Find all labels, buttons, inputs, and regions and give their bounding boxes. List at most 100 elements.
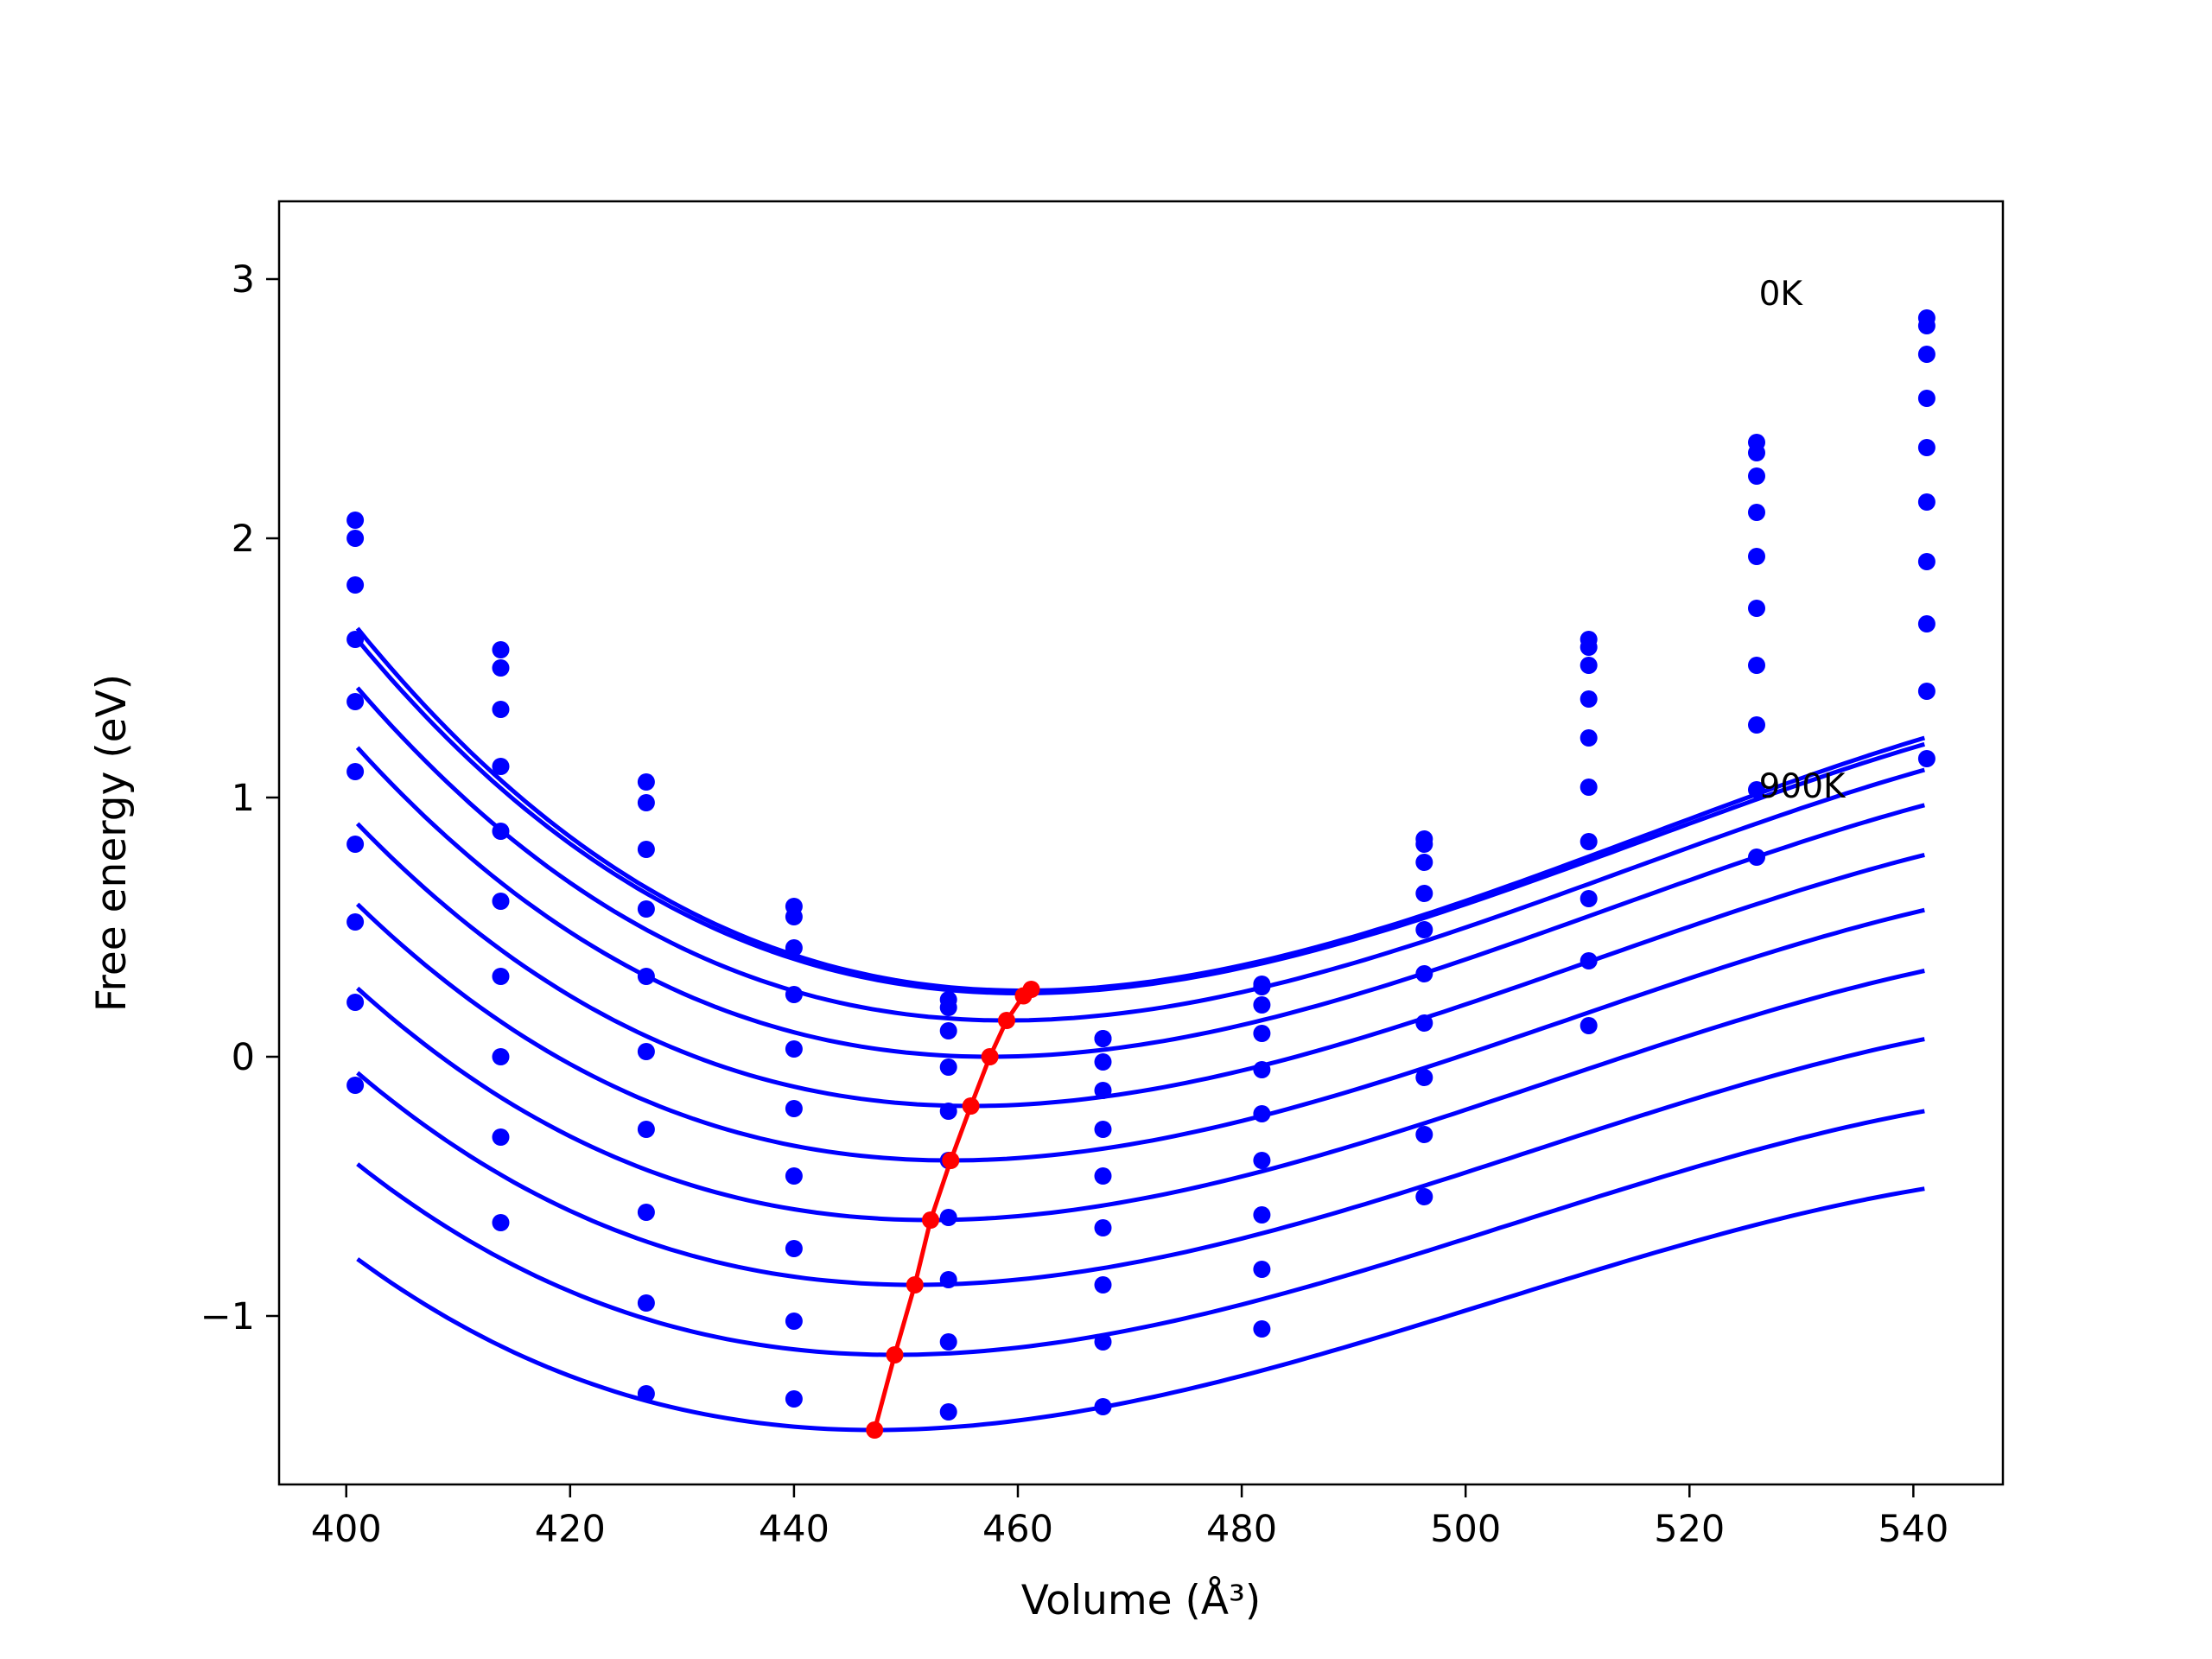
data-point: [785, 939, 803, 957]
data-point: [1748, 504, 1765, 521]
data-point: [1917, 553, 1936, 570]
data-point: [1748, 548, 1765, 565]
data-point: [346, 1077, 365, 1094]
data-point: [1415, 854, 1433, 871]
plot-frame: [277, 200, 2005, 1486]
data-point: [1580, 657, 1598, 674]
x-tick-label: 400: [311, 1508, 382, 1551]
data-point: [1253, 996, 1271, 1014]
data-point: [492, 823, 510, 840]
data-point: [1094, 1276, 1112, 1294]
data-point: [1415, 965, 1433, 982]
data-point: [637, 841, 655, 858]
data-point: [492, 1048, 510, 1065]
data-point: [1580, 779, 1598, 796]
data-point: [1253, 1025, 1271, 1042]
data-point: [492, 758, 510, 775]
data-point: [1094, 1219, 1112, 1236]
fit-curves: [355, 626, 1926, 1433]
fit-curve-2: [355, 686, 1925, 1023]
data-point: [1917, 390, 1936, 407]
data-point: [1580, 833, 1598, 850]
data-point: [637, 1121, 655, 1138]
data-point: [492, 1214, 510, 1231]
data-point: [346, 994, 365, 1011]
minimum-point: [866, 1421, 884, 1439]
data-point: [1917, 750, 1936, 767]
data-point: [1253, 1261, 1271, 1278]
data-point: [346, 763, 365, 780]
data-point: [1917, 346, 1936, 363]
data-point: [1094, 1053, 1112, 1071]
data-point: [1748, 849, 1765, 866]
data-point: [1415, 921, 1433, 938]
minimum-line: [872, 988, 1033, 1431]
data-point: [1094, 1082, 1112, 1099]
fit-curve-5: [355, 902, 1925, 1163]
annotation-label: 0K: [1759, 275, 1804, 314]
data-point: [939, 1271, 957, 1288]
data-point: [637, 773, 655, 791]
data-point: [1917, 493, 1936, 511]
y-tick-label: 0: [232, 1036, 255, 1079]
y-tick-label: −1: [200, 1295, 255, 1338]
minimum-point: [981, 1048, 999, 1065]
data-points: [346, 309, 1936, 1421]
fit-curve-3: [355, 746, 1925, 1059]
fit-curve-9: [356, 1186, 1925, 1433]
data-point: [1253, 1320, 1271, 1338]
data-point: [637, 1204, 655, 1221]
data-point: [492, 641, 510, 658]
data-point: [637, 968, 655, 985]
data-point: [346, 530, 365, 547]
minimum-point: [962, 1097, 980, 1115]
data-point: [1917, 439, 1936, 456]
minimum-point: [1014, 987, 1033, 1005]
fit-curve-4: [355, 822, 1925, 1109]
data-point: [939, 1209, 957, 1226]
data-point: [1094, 1333, 1112, 1351]
x-tick-label: 500: [1430, 1508, 1501, 1551]
data-point: [1415, 836, 1433, 853]
data-point: [785, 1390, 803, 1408]
data-point: [1580, 639, 1598, 656]
data-point: [785, 1240, 803, 1257]
data-point: [1253, 1206, 1271, 1224]
x-tick-label: 540: [1878, 1508, 1948, 1551]
data-point: [637, 1043, 655, 1060]
data-point: [1917, 317, 1936, 334]
data-point: [939, 999, 957, 1016]
data-point: [1415, 885, 1433, 902]
minimum-point: [998, 1012, 1015, 1029]
data-point: [346, 913, 365, 931]
data-point: [1094, 1121, 1112, 1138]
data-point: [1580, 1017, 1598, 1034]
y-tick-label: 1: [232, 777, 255, 820]
data-point: [492, 968, 510, 985]
data-point: [1253, 1105, 1271, 1122]
y-tick-label: 2: [232, 518, 255, 561]
data-point: [1748, 600, 1765, 617]
data-point: [785, 1100, 803, 1117]
data-point: [1094, 1030, 1112, 1047]
annotations: 0K 900K: [1759, 275, 1847, 806]
x-axis-ticks: 400 420 440 460 480 500 520 540: [311, 1484, 1948, 1551]
minimum-point: [886, 1346, 904, 1363]
data-point: [1094, 1398, 1112, 1415]
data-point: [346, 512, 365, 529]
minimum-point: [942, 1152, 960, 1169]
data-point: [637, 900, 655, 918]
data-point: [1415, 1188, 1433, 1205]
y-axis-ticks: −1 0 1 2 3: [200, 258, 279, 1338]
data-point: [492, 893, 510, 910]
data-point: [1415, 1014, 1433, 1032]
minima-layer: [866, 981, 1040, 1439]
x-tick-label: 440: [759, 1508, 830, 1551]
data-point: [1415, 1069, 1433, 1086]
data-point: [346, 631, 365, 648]
x-tick-label: 480: [1206, 1508, 1277, 1551]
data-point: [637, 1294, 655, 1312]
minimum-point: [906, 1276, 924, 1294]
data-point: [939, 1403, 957, 1421]
fit-curve-6: [356, 969, 1925, 1223]
